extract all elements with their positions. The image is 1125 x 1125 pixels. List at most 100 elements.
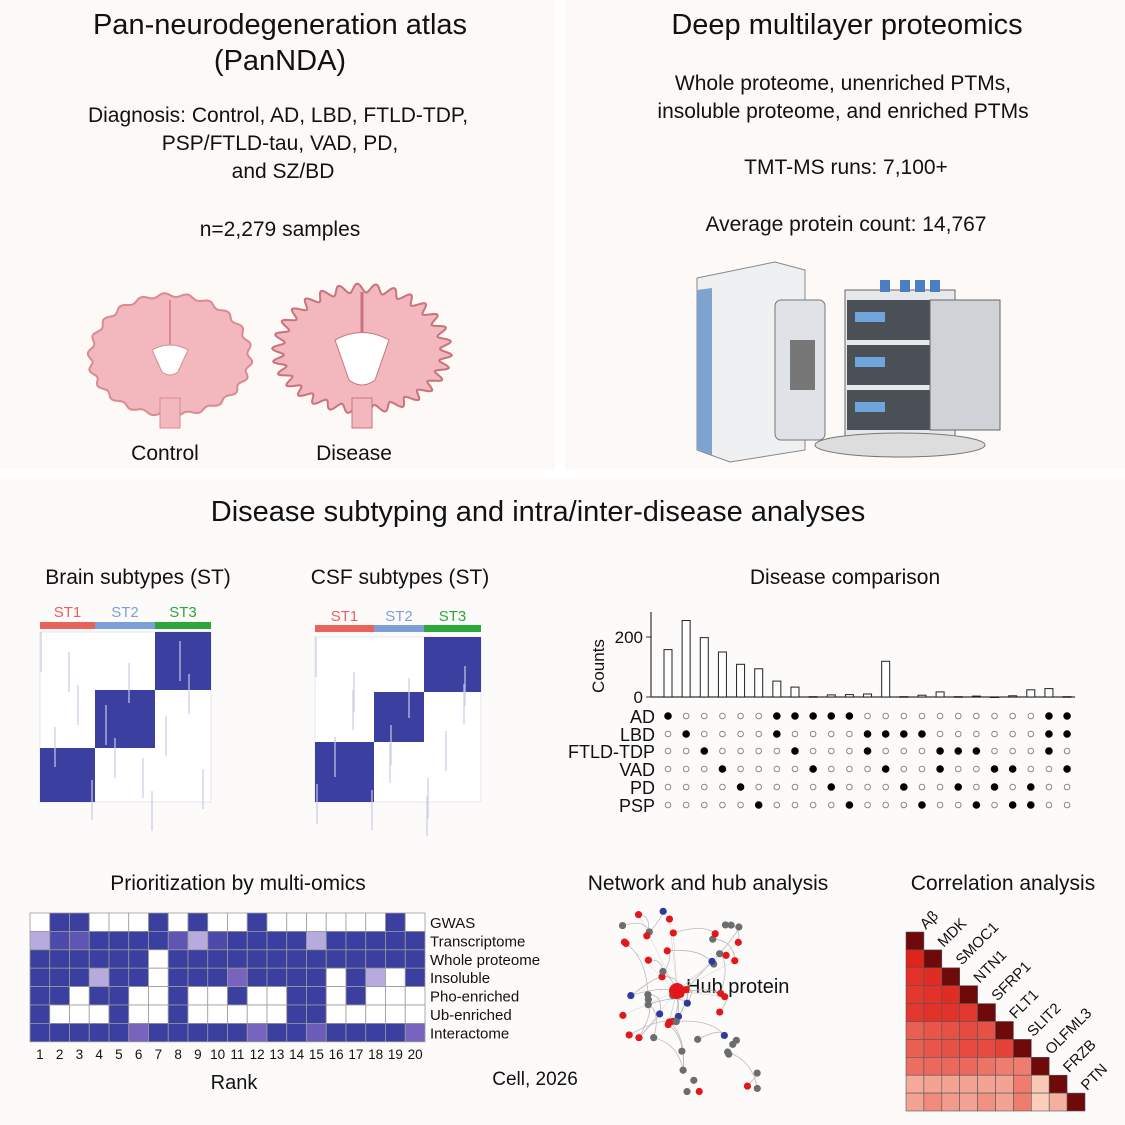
priority-cell xyxy=(187,986,209,1006)
upset-dot-filled xyxy=(754,801,763,809)
network-node xyxy=(665,915,674,923)
ms-side-panel xyxy=(697,288,712,455)
network-node xyxy=(669,929,677,937)
network-node xyxy=(643,932,651,940)
upset-bar xyxy=(790,686,800,698)
priority-cell xyxy=(246,967,268,988)
upset-dot-filled xyxy=(990,783,999,791)
network-node xyxy=(708,957,716,965)
priority-cell xyxy=(365,1004,386,1024)
upset-bar xyxy=(736,663,746,698)
hub-protein-node xyxy=(669,983,685,999)
network-edge xyxy=(653,1037,684,1071)
priority-cell xyxy=(128,1023,149,1043)
upset-dot-empty xyxy=(737,801,744,809)
priority-cell xyxy=(187,967,209,988)
network-title: Network and hub analysis xyxy=(587,872,829,895)
citation: Cell, 2026 xyxy=(492,1069,578,1090)
upset-bar xyxy=(772,680,782,698)
ms-source xyxy=(790,340,815,390)
correlation-cell xyxy=(995,1074,1014,1094)
proteomics-line-1: Whole proteome, unenriched PTMs, xyxy=(674,72,1012,95)
priority-cell xyxy=(365,912,386,932)
rank-label: 17 xyxy=(348,1047,363,1062)
upset-dot-empty xyxy=(1027,712,1035,720)
network-node xyxy=(722,951,730,959)
priority-cell xyxy=(404,986,426,1006)
correlation-cell xyxy=(905,931,925,951)
upset-bar xyxy=(808,696,818,698)
network-node xyxy=(743,1082,752,1090)
priority-cell xyxy=(227,931,248,951)
upset-dot-filled xyxy=(845,712,854,720)
priority-row-label: Interactome xyxy=(430,1025,509,1042)
diagnosis-line-1: Diagnosis: Control, AD, LBD, FTLD-TDP, xyxy=(87,104,469,127)
proteomics-line-2: insoluble proteome, and enriched PTMs xyxy=(657,100,1029,123)
priority-cell xyxy=(345,967,367,988)
sample-count: n=2,279 samples xyxy=(199,218,361,241)
proteomics-title: Deep multilayer proteomics xyxy=(671,9,1023,41)
upset-dot-filled xyxy=(664,712,672,720)
upset-dot-filled xyxy=(1008,801,1017,809)
upset-bar xyxy=(917,694,927,698)
prioritization-title: Prioritization by multi-omics xyxy=(110,872,366,895)
upset-dot-filled xyxy=(827,783,836,791)
csf-subtype-label-1: ST1 xyxy=(331,608,359,625)
csf-subtype-label-2: ST2 xyxy=(385,608,413,625)
rank-label: 3 xyxy=(76,1047,84,1062)
rank-label: 12 xyxy=(250,1047,265,1062)
correlation-cell xyxy=(1013,1057,1032,1076)
upset-dot-empty xyxy=(900,801,908,809)
upset-dot-empty xyxy=(864,712,871,720)
network-node xyxy=(753,1069,761,1077)
upset-dot-empty xyxy=(936,730,944,738)
brain-noise xyxy=(202,769,204,809)
priority-cell xyxy=(207,931,228,951)
upset-dot-filled xyxy=(1045,712,1053,720)
priority-cell xyxy=(207,912,228,932)
priority-cell xyxy=(108,1023,130,1043)
priority-cell xyxy=(266,949,288,969)
correlation-cell xyxy=(959,1003,978,1022)
lc-base xyxy=(814,432,986,458)
rank-label: 8 xyxy=(174,1047,182,1062)
priority-cell xyxy=(306,1023,327,1043)
correlation-cell xyxy=(977,1003,996,1022)
upset-dot-filled xyxy=(827,712,836,720)
upset-dot-filled xyxy=(900,730,908,738)
priority-cell xyxy=(187,1023,209,1043)
upset-dot-empty xyxy=(882,747,889,755)
priority-cell xyxy=(306,986,327,1006)
upset-dot-empty xyxy=(773,783,781,791)
priority-cell xyxy=(404,967,426,988)
rank-label: 4 xyxy=(95,1047,103,1062)
brain-noise xyxy=(40,632,42,672)
priority-cell xyxy=(365,949,386,969)
upset-dot-empty xyxy=(918,712,926,720)
upset-bar xyxy=(899,696,909,698)
csf-block-st1 xyxy=(315,742,374,802)
brain-noise xyxy=(188,674,190,714)
upset-dot-filled xyxy=(936,765,944,773)
upset-dot-empty xyxy=(1009,730,1016,738)
upset-dot-empty xyxy=(1063,801,1071,809)
network-node xyxy=(716,950,724,958)
upset-dot-filled xyxy=(1063,712,1071,720)
csf-noise xyxy=(353,672,355,712)
upset-dot-filled xyxy=(791,712,799,720)
upset-dot-filled xyxy=(863,747,872,755)
upset-dot-empty xyxy=(682,801,690,809)
correlation-cell xyxy=(905,985,925,1004)
priority-cell xyxy=(207,1004,228,1024)
correlation-cell xyxy=(1048,1092,1068,1112)
rank-label: 18 xyxy=(368,1047,383,1062)
upset-dot-empty xyxy=(791,765,799,773)
priority-cell xyxy=(404,1023,426,1043)
network-node xyxy=(709,935,717,943)
diagnosis-line-3: and SZ/BD xyxy=(231,160,335,183)
priority-cell xyxy=(345,931,367,951)
csf-noise xyxy=(371,790,373,830)
priority-cell xyxy=(148,1023,169,1043)
priority-cell xyxy=(29,931,51,951)
priority-cell xyxy=(88,967,110,988)
